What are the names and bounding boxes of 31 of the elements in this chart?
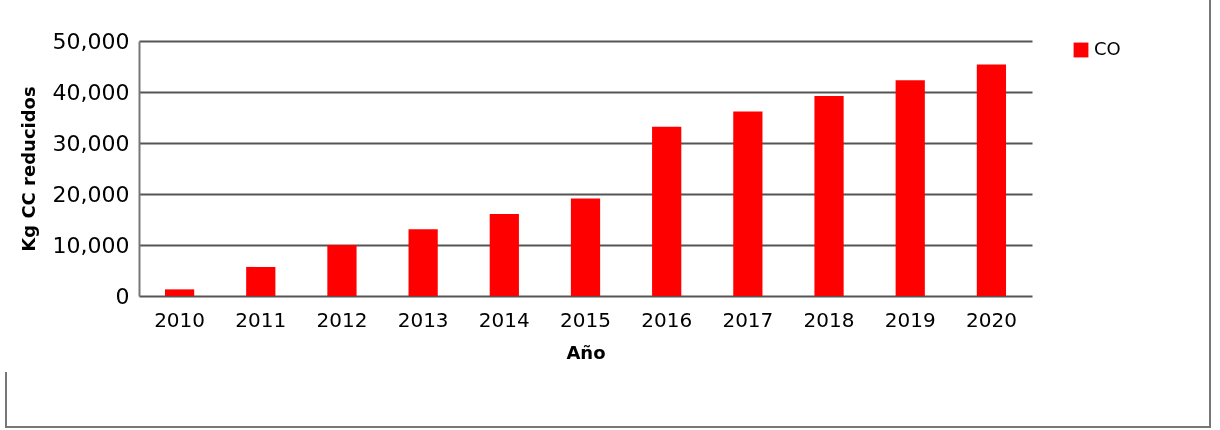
x-tick-label: 2017 [722,307,774,332]
bar [733,111,763,296]
y-tick-label: 50,000 [52,28,130,54]
y-tick-label: 10,000 [52,232,130,258]
bar [327,245,357,296]
bar [814,96,844,296]
x-tick-label: 2014 [478,307,530,332]
y-tick-label: 30,000 [52,130,130,156]
x-tick-label: 2015 [560,307,611,332]
bar [895,80,925,296]
bar [652,126,682,296]
y-tick-label: 0 [115,283,130,309]
x-tick-label: 2018 [803,307,855,332]
x-tick-label: 2020 [965,307,1017,332]
x-tick-label: 2013 [397,307,449,332]
x-tick-label: 2012 [316,307,368,332]
bar [164,289,195,296]
y-axis-title: Kg CC reducidos [17,86,39,252]
bar [976,64,1007,296]
x-axis-title: Año [566,341,606,363]
x-tick-label: 2011 [235,307,287,332]
bar [246,266,276,296]
legend-label: CO [1094,38,1121,59]
x-tick-label: 2016 [641,307,693,332]
bar [570,198,601,296]
y-tick-label: 20,000 [52,181,130,207]
x-tick-label: 2019 [884,307,936,332]
y-tick-label: 40,000 [52,79,130,105]
bar [489,213,519,296]
x-tick-label: 2010 [154,307,206,332]
bar [408,229,438,296]
